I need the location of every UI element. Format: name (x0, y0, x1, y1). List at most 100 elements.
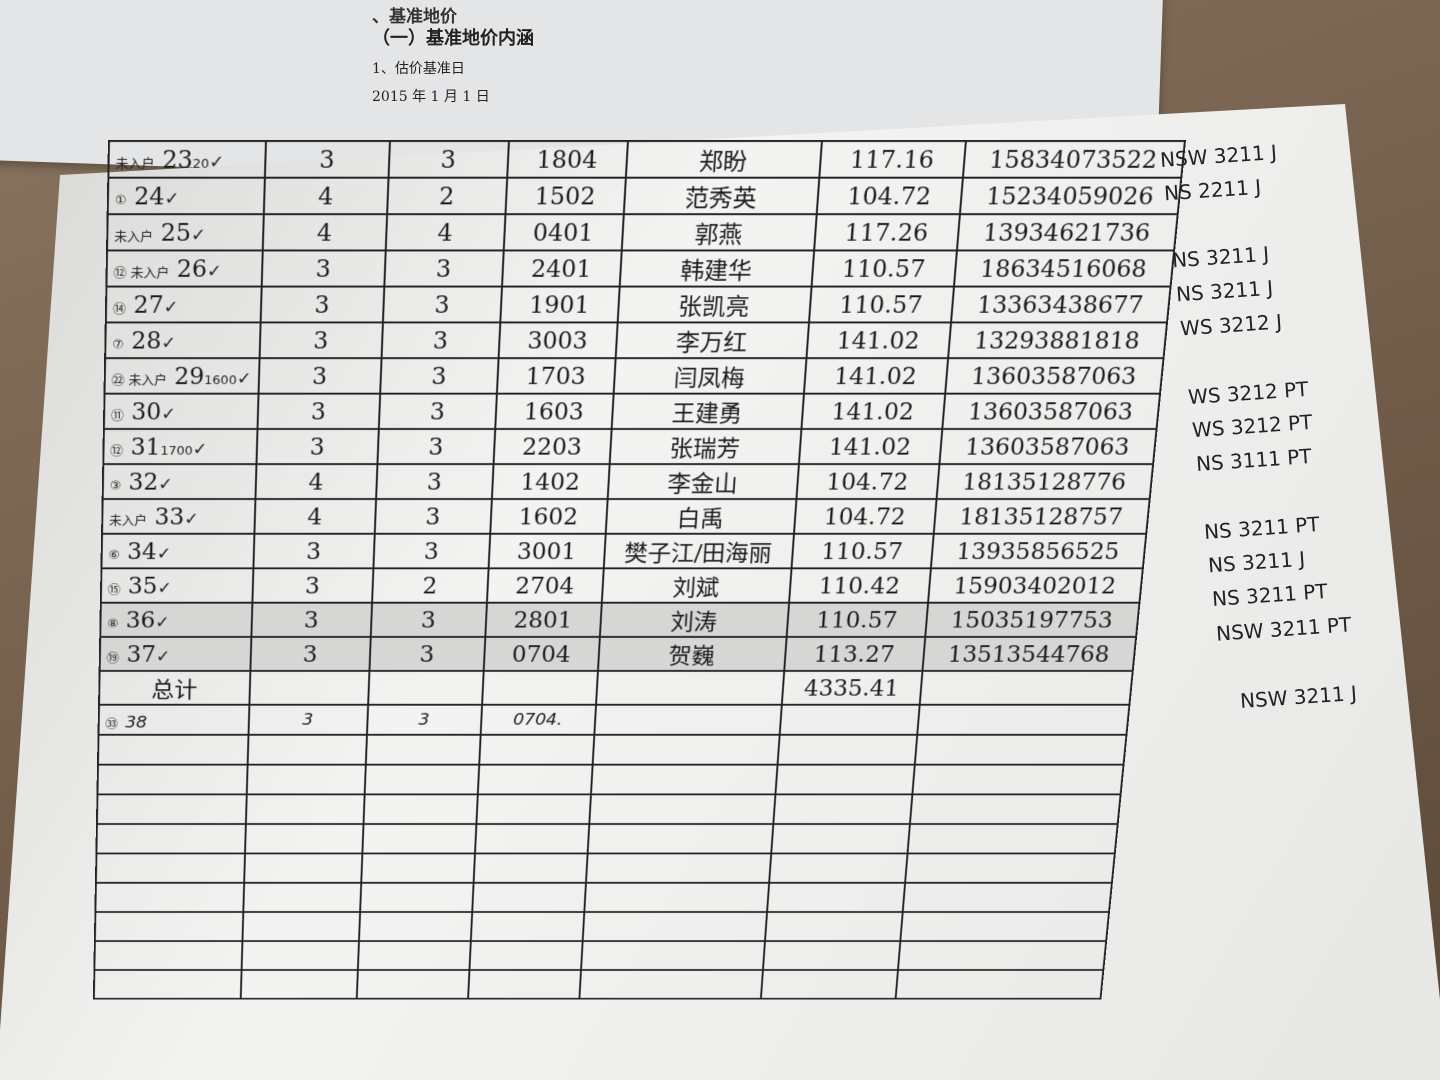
empty-cell (244, 824, 364, 854)
handwritten-mark: ⑫ 未入户 (113, 265, 170, 281)
value-b-cell: 3 (366, 704, 482, 735)
empty-cell (770, 824, 910, 854)
row-number: 27 (133, 290, 164, 319)
value-b-cell: 3 (382, 286, 502, 323)
check-mark-icon: ✓ (236, 368, 252, 389)
phone-cell: 13603587063 (941, 393, 1160, 429)
room-cell: 3003 (498, 322, 618, 359)
area-cell: 141.02 (806, 322, 951, 359)
value-a-cell: 3 (257, 393, 380, 429)
name-cell: 李金山 (607, 464, 799, 500)
row-number: 35 (127, 572, 158, 599)
phone-cell: 13603587063 (938, 428, 1157, 465)
check-mark-icon: ✓ (164, 188, 180, 209)
empty-cell (907, 824, 1118, 854)
value-b-cell: 3 (374, 499, 492, 534)
phone-cell: 13293881818 (947, 322, 1167, 359)
empty-cell (467, 969, 581, 999)
name-cell: 樊子江/田海丽 (603, 533, 794, 569)
empty-row (97, 764, 1124, 795)
empty-cell (367, 670, 484, 705)
empty-cell (916, 704, 1129, 735)
check-mark-icon: ✓ (208, 151, 225, 173)
row-number: 28 (131, 326, 162, 354)
name-cell: 王建勇 (611, 393, 804, 429)
room-cell: 0401 (503, 214, 624, 251)
area-cell: 104.72 (795, 464, 939, 500)
empty-cell (582, 911, 767, 942)
row-number-cell: ⑧ 36✓ (100, 602, 252, 637)
empty-cell (240, 969, 358, 999)
room-cell: 1402 (491, 464, 610, 500)
phone-cell: 18634516068 (953, 250, 1174, 287)
empty-cell (95, 882, 244, 912)
row-number-cell: ⑲ 37✓ (99, 636, 251, 671)
phone-cell: 13934621736 (956, 214, 1178, 251)
value-b-cell: 4 (385, 214, 505, 251)
empty-cell (764, 911, 903, 942)
row-number-cell: ⑫ 311700✓ (103, 428, 258, 465)
row-number-cell: ⑫ 未入户 26✓ (106, 250, 263, 287)
empty-cell (772, 794, 912, 825)
row-number: 26 (176, 254, 208, 283)
row-number: 36 (125, 606, 156, 633)
area-cell: 104.72 (816, 177, 963, 215)
check-mark-icon: ✓ (155, 646, 171, 666)
area-cell: 141.02 (800, 393, 945, 429)
value-a-cell: 3 (258, 358, 382, 394)
empty-cell (357, 941, 471, 970)
empty-cell (359, 882, 474, 912)
empty-cell (578, 969, 763, 999)
empty-cell (360, 853, 475, 883)
empty-cell (246, 764, 366, 795)
empty-cell (593, 704, 782, 735)
phone-cell: 13603587063 (944, 358, 1164, 394)
handwritten-note: 1700 (160, 443, 193, 458)
name-cell: 白禹 (605, 499, 796, 534)
empty-cell (475, 794, 591, 825)
table-row: ⑮ 35✓ 3 2 2704 刘斌 110.42 15903402012 (100, 568, 1143, 603)
empty-cell (241, 911, 360, 942)
phone-cell: 13363438677 (950, 286, 1171, 323)
table-row: 未入户 33✓ 4 3 1602 白禹 104.72 18135128757 (102, 499, 1150, 534)
row-number: 23 (161, 145, 194, 174)
area-cell: 110.57 (811, 250, 957, 287)
empty-cell (481, 670, 598, 705)
empty-cell (779, 704, 920, 735)
handwritten-mark: ⑮ (107, 582, 121, 597)
room-cell: 2401 (501, 250, 622, 287)
area-cell: 110.57 (786, 602, 928, 637)
room-cell: 2203 (493, 428, 612, 465)
empty-cell (760, 969, 898, 999)
empty-cell (766, 882, 905, 912)
total-row: 总计 4335.41 (99, 670, 1133, 705)
check-mark-icon: ✓ (155, 612, 171, 632)
value-a-cell: 4 (263, 177, 389, 215)
empty-cell (95, 853, 245, 883)
empty-cell (243, 853, 362, 883)
value-b-cell: 3 (381, 322, 500, 359)
area-cell: 117.26 (813, 214, 960, 251)
empty-cell (902, 882, 1112, 912)
row-number-cell: 未入户 33✓ (102, 499, 255, 534)
empty-cell (470, 911, 584, 942)
phone-cell: 15234059026 (959, 177, 1181, 215)
value-a-cell: 3 (259, 322, 383, 359)
check-mark-icon: ✓ (183, 508, 200, 529)
value-b-cell: 3 (375, 464, 494, 500)
row-number: 25 (160, 218, 192, 247)
area-cell: 141.02 (803, 358, 948, 394)
check-mark-icon: ✓ (160, 403, 177, 424)
check-mark-icon: ✓ (161, 332, 177, 353)
empty-cell (248, 670, 369, 705)
phone-cell: 13935856525 (930, 533, 1146, 569)
handwritten-mark: ③ (109, 478, 122, 493)
table-row: ① 24✓ 4 2 1502 范秀英 104.72 15234059026 (107, 177, 1181, 215)
row-number-cell: ㉝ 38 (98, 704, 249, 735)
empty-cell (93, 969, 242, 999)
empty-row (96, 824, 1118, 854)
value-a-cell: 3 (249, 636, 371, 671)
room-cell: 0704 (483, 636, 600, 671)
